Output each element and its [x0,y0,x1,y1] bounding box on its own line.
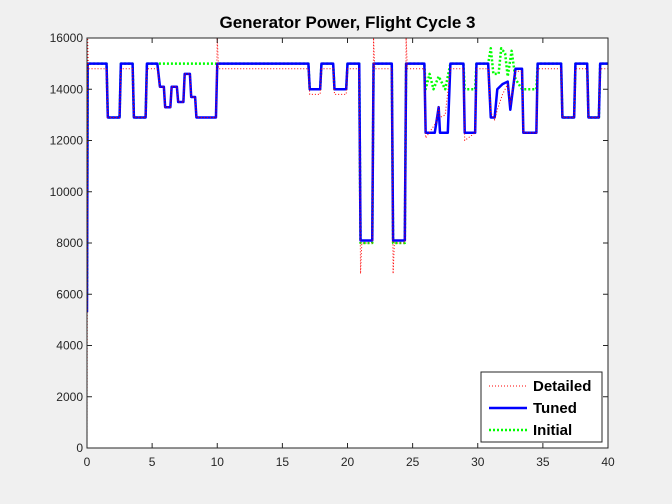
legend-label-tuned: Tuned [533,400,577,417]
x-tick-label: 5 [149,455,156,469]
y-tick-label: 6000 [56,287,83,301]
y-tick-label: 4000 [56,339,83,353]
y-tick-label: 2000 [56,390,83,404]
y-tick-label: 0 [76,441,83,455]
legend-label-detailed: Detailed [533,378,591,395]
x-tick-label: 20 [341,455,355,469]
y-tick-label: 8000 [56,236,83,250]
y-tick-label: 16000 [50,31,84,45]
chart-title: Generator Power, Flight Cycle 3 [219,13,475,32]
x-tick-label: 30 [471,455,485,469]
series-layer [87,38,608,448]
y-tick-label: 12000 [50,134,84,148]
x-tick-label: 35 [536,455,550,469]
legend: Detailed Tuned Initial [480,371,603,443]
x-tick-label: 0 [84,455,91,469]
legend-label-initial: Initial [533,422,572,439]
x-tick-label: 40 [601,455,615,469]
x-tick-label: 15 [276,455,290,469]
x-tick-label: 10 [211,455,225,469]
axes-layer: 0 5 10 15 20 25 30 35 40 0 2000 4000 6000 8000 10000 12… [50,31,615,469]
series-line-tuned [87,62,608,313]
x-tick-label: 25 [406,455,420,469]
y-tick-label: 14000 [50,82,84,96]
y-tick-label: 10000 [50,185,84,199]
